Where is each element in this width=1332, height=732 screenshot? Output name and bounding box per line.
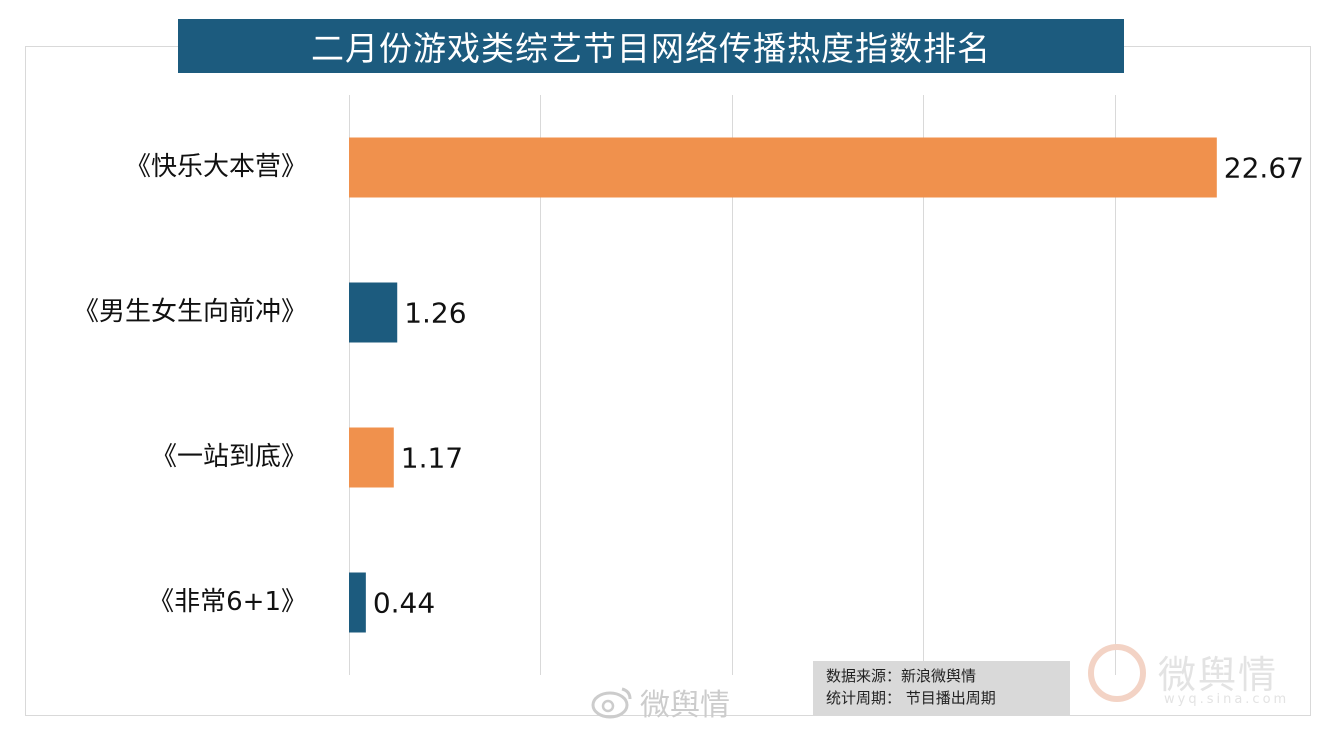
bars xyxy=(349,137,1217,633)
category-label: 《非常6+1》 xyxy=(148,587,307,617)
chart-title-banner: 二月份游戏类综艺节目网络传播热度指数排名 xyxy=(178,19,1124,73)
data-label: 1.17 xyxy=(401,442,463,475)
category-label: 《男生女生向前冲》 xyxy=(73,297,307,327)
weibo-eye-logo-icon xyxy=(1088,644,1146,702)
watermark-right-url: wyq.sina.com xyxy=(1164,692,1290,707)
watermark-right: 微舆情 wyq.sina.com xyxy=(1080,636,1310,716)
data-label: 0.44 xyxy=(373,587,435,620)
data-label: 1.26 xyxy=(404,297,466,330)
bar xyxy=(349,137,1217,198)
weibo-logo-icon xyxy=(591,687,632,719)
watermark-center-text: 微舆情 xyxy=(640,688,730,723)
period-line: 统计周期： 节目播出周期 xyxy=(826,689,996,707)
chart-title: 二月份游戏类综艺节目网络传播热度指数排名 xyxy=(311,29,991,68)
category-label: 《快乐大本营》 xyxy=(125,152,307,182)
source-note: 数据来源：新浪微舆情 统计周期： 节目播出周期 xyxy=(813,661,1070,716)
bar xyxy=(349,427,394,488)
labels: 《快乐大本营》 22.67 《男生女生向前冲》 1.26 《一站到底》 1.17 《非常6+… xyxy=(73,152,1304,620)
watermark-right-text: 微舆情 xyxy=(1158,653,1279,697)
watermark-center: 微舆情 xyxy=(590,680,730,724)
bar xyxy=(349,572,366,633)
category-label: 《一站到底》 xyxy=(151,442,307,472)
data-label: 22.67 xyxy=(1224,152,1304,185)
source-line: 数据来源：新浪微舆情 xyxy=(826,667,977,685)
bar xyxy=(349,282,398,343)
